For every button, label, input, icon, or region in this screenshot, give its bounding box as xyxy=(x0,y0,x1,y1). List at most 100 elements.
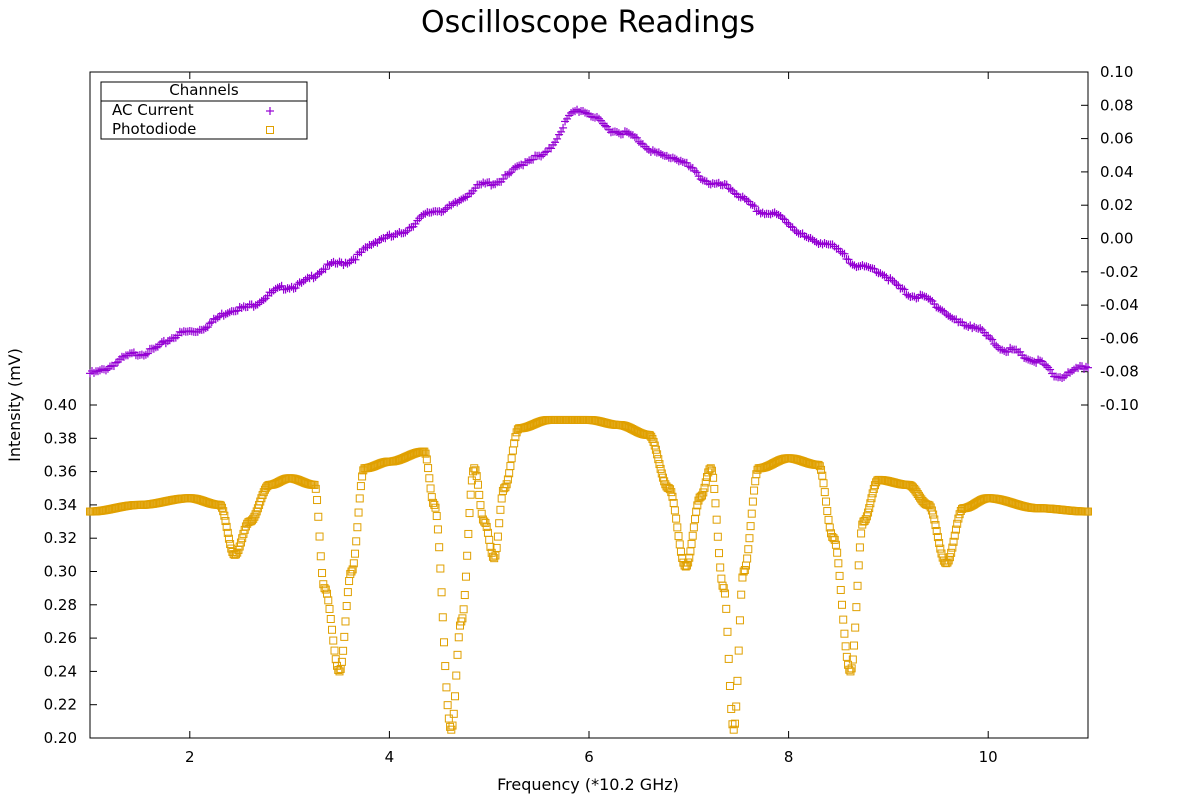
ac-current-point xyxy=(620,127,629,136)
photodiode-point xyxy=(701,478,710,487)
ac-current-point xyxy=(742,195,751,204)
ac-current-point xyxy=(177,328,186,337)
photodiode-point xyxy=(711,499,720,508)
photodiode-point xyxy=(222,522,231,531)
photodiode-point xyxy=(820,488,829,497)
ac-current-point xyxy=(668,153,677,162)
ac-current-point xyxy=(828,240,837,249)
photodiode-point xyxy=(467,476,476,485)
photodiode-point xyxy=(949,537,958,546)
ac-current-point xyxy=(575,107,584,116)
ac-current-point xyxy=(315,268,324,277)
photodiode-point xyxy=(865,504,874,513)
photodiode-point xyxy=(688,531,697,540)
ac-current-point xyxy=(730,189,739,198)
photodiode-point xyxy=(676,547,685,556)
ac-current-point xyxy=(1042,361,1051,370)
photodiode-point xyxy=(718,581,727,590)
ac-current-point xyxy=(111,358,120,367)
photodiode-point xyxy=(448,721,457,730)
photodiode-point xyxy=(470,464,479,473)
photodiode-point xyxy=(650,441,659,450)
photodiode-point xyxy=(835,571,844,580)
photodiode-point xyxy=(220,511,229,520)
photodiode-point xyxy=(950,531,959,540)
photodiode-point xyxy=(706,464,715,473)
photodiode-point xyxy=(216,501,225,510)
ac-current-point xyxy=(590,113,599,122)
photodiode-point xyxy=(710,484,719,493)
photodiode-point xyxy=(931,521,940,530)
photodiode-point xyxy=(722,604,731,613)
ac-current-point xyxy=(505,169,514,178)
ac-current-point xyxy=(513,162,522,171)
photodiode-point xyxy=(441,662,450,671)
ac-current-point xyxy=(774,210,783,219)
ac-current-point xyxy=(656,150,665,159)
photodiode-point xyxy=(250,512,259,521)
ac-current-point xyxy=(93,367,102,376)
photodiode-point xyxy=(475,490,484,499)
ac-current-point xyxy=(932,303,941,312)
ac-current-point xyxy=(592,112,601,121)
photodiode-point xyxy=(429,498,438,507)
photodiode-point xyxy=(343,588,352,597)
photodiode-point xyxy=(951,525,960,534)
photodiode-point xyxy=(316,552,325,561)
ac-current-point xyxy=(712,179,721,188)
ac-current-point xyxy=(1030,357,1039,366)
photodiode-point xyxy=(495,519,504,528)
ac-current-point xyxy=(956,317,965,326)
photodiode-point xyxy=(431,503,440,512)
ac-current-point xyxy=(301,275,310,284)
photodiode-point xyxy=(314,512,323,521)
ac-current-point xyxy=(852,263,861,272)
ac-current-point xyxy=(820,239,829,248)
photodiode-point xyxy=(672,514,681,523)
ac-current-point xyxy=(529,155,538,164)
y-left-tick-label-2: 0.24 xyxy=(44,662,77,680)
ac-current-point xyxy=(371,237,380,246)
photodiode-point xyxy=(744,545,753,554)
photodiode-point xyxy=(691,515,700,524)
photodiode-point xyxy=(251,510,260,519)
ac-current-point xyxy=(926,295,935,304)
y-left-tick-label-5: 0.30 xyxy=(44,563,77,581)
photodiode-point xyxy=(321,585,330,594)
photodiode-point xyxy=(424,464,433,473)
y-right-tick-label-9: 0.08 xyxy=(1100,96,1133,114)
photodiode-point xyxy=(463,551,472,560)
photodiode-point xyxy=(860,516,869,525)
ac-current-point xyxy=(890,277,899,286)
ac-current-point xyxy=(748,201,757,210)
photodiode-point xyxy=(657,469,666,478)
ac-current-point xyxy=(900,285,909,294)
photodiode-point xyxy=(444,714,453,723)
y-left-tick-label-9: 0.38 xyxy=(44,429,77,447)
ac-current-point xyxy=(535,151,544,160)
photodiode-point xyxy=(493,532,502,541)
ac-current-point xyxy=(281,285,290,294)
ac-current-point xyxy=(690,166,699,175)
ac-current-point xyxy=(776,211,785,220)
photodiode-point xyxy=(476,501,485,510)
photodiode-point xyxy=(354,508,363,517)
photodiode-point xyxy=(347,567,356,576)
photodiode-point xyxy=(654,455,663,464)
ac-current-point xyxy=(421,209,430,218)
photodiode-point xyxy=(491,551,500,560)
ac-current-point xyxy=(567,108,576,117)
photodiode-point xyxy=(471,466,480,475)
photodiode-point xyxy=(717,574,726,583)
ac-current-point xyxy=(642,144,651,153)
photodiode-point xyxy=(485,535,494,544)
ac-current-point xyxy=(253,300,262,309)
photodiode-point xyxy=(724,654,733,663)
photodiode-point xyxy=(440,638,449,647)
ac-current-point xyxy=(718,181,727,190)
photodiode-point xyxy=(847,664,856,673)
y-axis-left: 0.20 0.22 0.24 0.26 0.28 0.30 0.32 0.34 0.36 0.38… xyxy=(44,396,97,747)
photodiode-point xyxy=(817,465,826,474)
x-axis: 2 4 6 8 10 xyxy=(185,72,998,766)
photodiode-point xyxy=(737,590,746,599)
